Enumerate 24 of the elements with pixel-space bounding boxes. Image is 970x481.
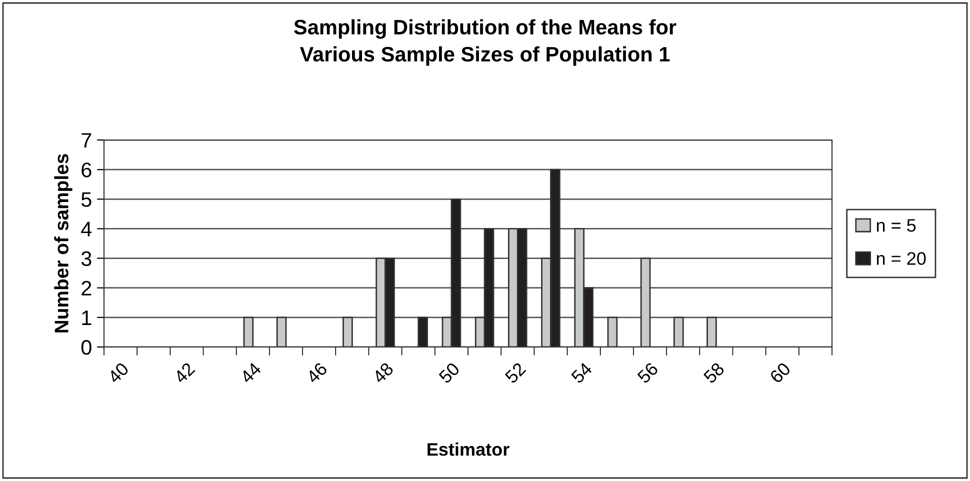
y-tick-label: 1 bbox=[82, 310, 92, 325]
legend-label: n = 20 bbox=[876, 252, 926, 265]
legend-label: n = 5 bbox=[876, 219, 916, 232]
x-tick-label: 54 bbox=[570, 362, 593, 384]
x-tick-label: 50 bbox=[438, 362, 460, 384]
x-tick-label: 58 bbox=[702, 362, 726, 384]
chart-title: Sampling Distribution of the Means for Various Sample Sizes of Population 1 bbox=[294, 19, 676, 66]
x-tick-label: 44 bbox=[239, 362, 262, 384]
y-axis-title: Number of samples bbox=[54, 154, 72, 332]
y-tick-label: 4 bbox=[81, 222, 92, 236]
x-tick-label: 60 bbox=[769, 362, 792, 384]
x-tick-label: 40 bbox=[106, 362, 130, 384]
y-tick-label: 5 bbox=[81, 192, 92, 207]
x-tick-label: 42 bbox=[173, 362, 196, 384]
x-tick-label: 46 bbox=[306, 362, 328, 384]
x-axis-title: Estimator bbox=[428, 442, 510, 456]
x-tick-label: 48 bbox=[372, 362, 394, 384]
x-tick-label: 56 bbox=[636, 362, 659, 384]
y-tick-label: 2 bbox=[82, 280, 92, 296]
x-tick-label: 52 bbox=[504, 362, 526, 384]
y-tick-label: 3 bbox=[81, 251, 92, 266]
y-tick-label: 6 bbox=[82, 162, 92, 178]
y-tick-label: 7 bbox=[82, 133, 92, 148]
y-tick-label: 0 bbox=[81, 340, 92, 355]
